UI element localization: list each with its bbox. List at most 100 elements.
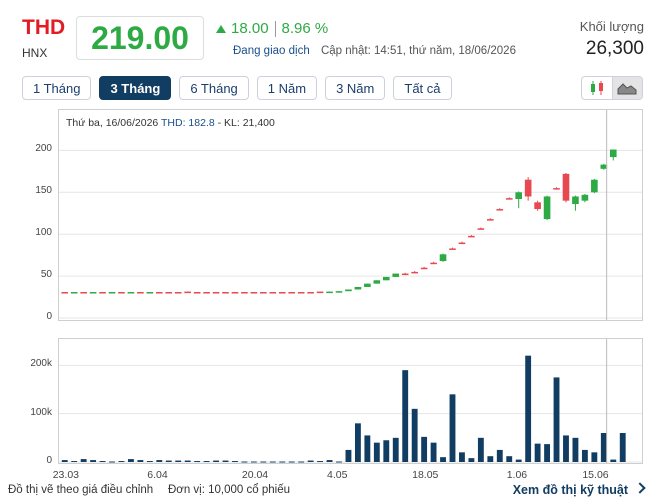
volume-bar xyxy=(298,461,305,463)
volume-y-tick: 100k xyxy=(30,406,52,418)
volume-bar xyxy=(496,449,503,462)
candle xyxy=(307,292,314,294)
tab-3-years[interactable]: 3 Năm xyxy=(325,76,386,100)
volume-bar xyxy=(477,437,484,462)
volume-bar xyxy=(128,459,134,462)
candle xyxy=(137,292,144,294)
candle xyxy=(89,292,97,294)
volume-bar xyxy=(345,449,352,462)
volume-bar xyxy=(459,452,465,462)
candle xyxy=(496,209,504,211)
volume-bar xyxy=(279,461,286,463)
stock-symbol: THD xyxy=(22,16,66,39)
tab-6-months[interactable]: 6 Tháng xyxy=(179,76,249,100)
tab-all[interactable]: Tất cả xyxy=(393,76,452,100)
volume-bar xyxy=(563,435,569,462)
x-tick-label: 15.06 xyxy=(582,469,609,481)
volume-bar xyxy=(317,461,324,463)
volume-bar xyxy=(336,461,342,463)
candle xyxy=(411,271,418,274)
x-tick-label: 4.05 xyxy=(327,469,348,481)
candle xyxy=(505,198,513,200)
tab-1-year[interactable]: 1 Năm xyxy=(256,76,318,100)
candle xyxy=(70,292,78,294)
candle xyxy=(203,292,210,294)
hover-date: Thứ ba, 16/06/2026 xyxy=(66,117,159,129)
volume-bar xyxy=(288,461,295,463)
volume-bar xyxy=(146,461,153,463)
volume-bar xyxy=(109,461,115,463)
candlestick-button[interactable] xyxy=(582,77,612,99)
volume-y-tick: 0 xyxy=(46,455,52,466)
volume-bar xyxy=(553,377,560,462)
volume-bar xyxy=(250,461,257,463)
tab-3-months[interactable]: 3 Tháng xyxy=(99,76,172,100)
volume-bar xyxy=(156,460,163,462)
volume-bar xyxy=(165,460,172,462)
volume-bar xyxy=(373,442,380,462)
change-value: 18.00 xyxy=(231,20,269,37)
volume-bar xyxy=(364,435,371,462)
volume-bar xyxy=(260,461,267,463)
x-tick-label: 6.04 xyxy=(147,469,168,481)
volume-bar xyxy=(90,460,97,462)
tab-1-month[interactable]: 1 Tháng xyxy=(22,76,92,100)
candle xyxy=(250,292,258,294)
candle xyxy=(165,292,173,294)
unit-note: Đơn vị: 10,000 cổ phiếu xyxy=(168,484,290,496)
volume-bar xyxy=(610,459,617,462)
volume-bar xyxy=(392,437,399,462)
candle xyxy=(439,254,447,262)
change-divider xyxy=(274,20,276,37)
candle xyxy=(420,267,428,270)
volume-bar xyxy=(515,459,522,462)
candle xyxy=(364,283,371,287)
candle xyxy=(515,192,523,199)
trading-status-row: Đang giao dịch Cập nhật: 14:51, thứ năm,… xyxy=(233,45,516,57)
price-y-tick: 100 xyxy=(35,227,52,239)
candle xyxy=(600,164,608,169)
area-chart-button[interactable] xyxy=(611,77,642,99)
hover-price: 182.8 xyxy=(188,117,215,129)
candle xyxy=(61,292,69,294)
x-tick-label: 1.06 xyxy=(506,469,528,481)
candle xyxy=(581,194,589,201)
volume-bar xyxy=(544,444,550,462)
trading-status: Đang giao dịch xyxy=(233,45,310,57)
candle xyxy=(118,292,125,294)
x-tick-label: 18.05 xyxy=(412,469,439,481)
candle xyxy=(487,219,494,221)
candle xyxy=(449,248,456,250)
volume-bar xyxy=(383,440,390,462)
volume-bar xyxy=(71,461,78,463)
volume-bar xyxy=(572,437,579,462)
price-y-tick: 200 xyxy=(35,143,52,155)
candle xyxy=(278,292,286,294)
candle xyxy=(477,228,485,230)
candle xyxy=(326,291,333,294)
candle xyxy=(382,276,390,281)
candle xyxy=(458,242,466,245)
volume-bar xyxy=(80,459,87,462)
volume-bar xyxy=(99,461,106,463)
volume-bar xyxy=(468,458,475,462)
volume-bar xyxy=(61,460,68,462)
candle xyxy=(609,149,617,158)
candle xyxy=(174,292,182,294)
technical-chart-link[interactable]: Xem đồ thị kỹ thuật xyxy=(512,483,628,497)
candle xyxy=(534,202,541,210)
volume-bar xyxy=(184,460,191,462)
candle xyxy=(468,235,475,238)
candle xyxy=(430,262,437,265)
candle xyxy=(553,188,560,190)
candle xyxy=(543,196,551,220)
candle xyxy=(401,273,409,276)
exchange-name: HNX xyxy=(22,46,48,60)
candle xyxy=(316,291,324,294)
volume-value: 26,300 xyxy=(585,38,644,59)
volume-bar xyxy=(619,433,626,462)
candlestick-icon xyxy=(590,81,603,95)
candle xyxy=(155,292,163,294)
candle xyxy=(392,273,400,277)
